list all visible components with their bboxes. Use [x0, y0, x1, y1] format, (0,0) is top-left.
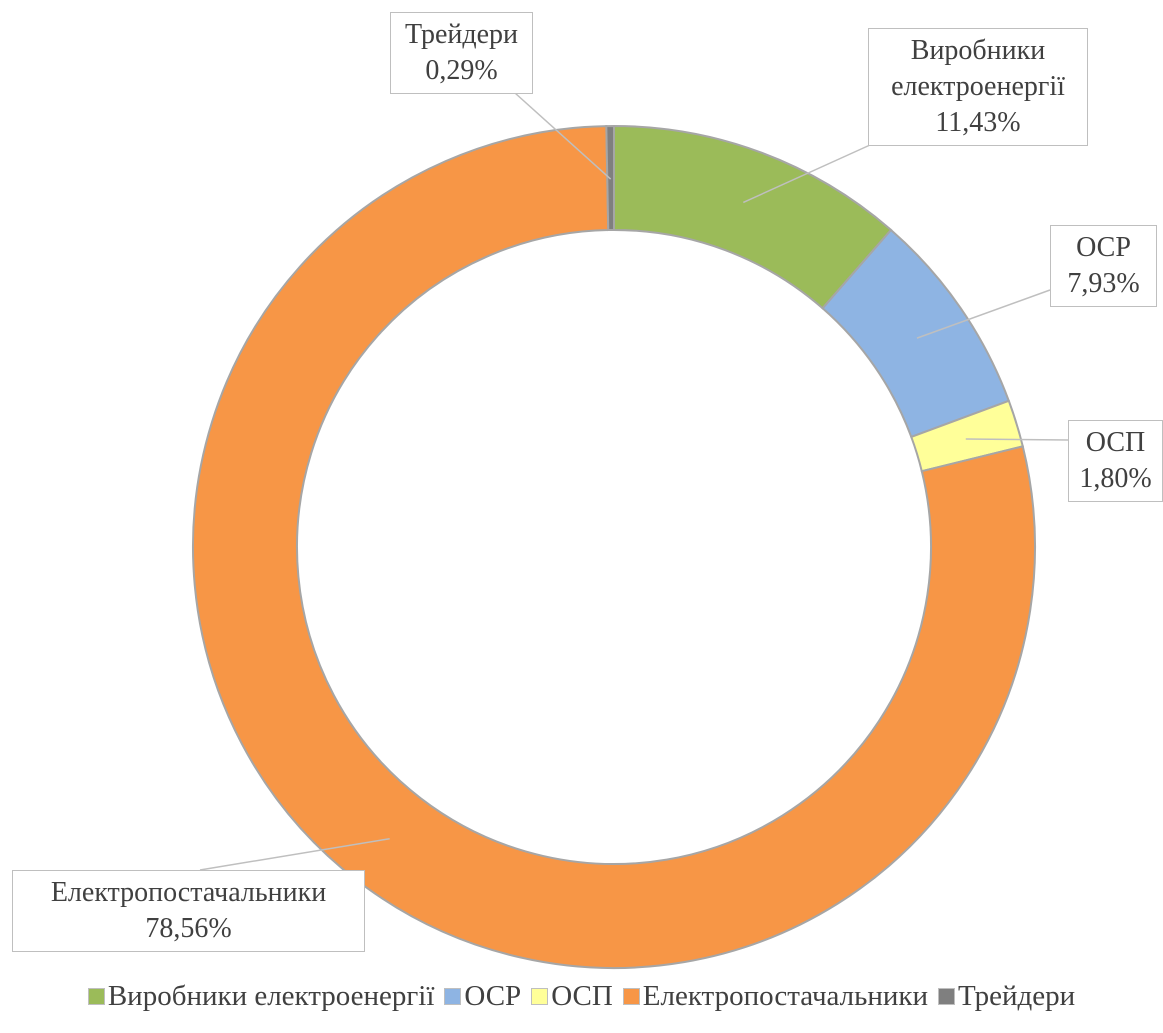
legend-swatch [622, 988, 640, 1005]
leader-line [199, 837, 390, 871]
leader-line [965, 438, 1069, 441]
leader-line [742, 144, 871, 204]
data-label: ОСП 1,80% [1068, 420, 1163, 502]
donut-segment [192, 125, 1036, 969]
legend-swatch [938, 988, 955, 1005]
data-label-value: 7,93% [1067, 268, 1140, 299]
legend-swatch [531, 988, 549, 1005]
legend-label: ОСР [464, 980, 522, 1012]
data-label-value: 11,43% [935, 107, 1021, 138]
data-label-value: 0,29% [425, 55, 498, 86]
leader-line [916, 289, 1051, 339]
data-label-category: Трейдери [404, 19, 519, 50]
legend-swatch [87, 988, 105, 1005]
legend-item: ОСР [444, 980, 521, 1013]
data-label-category: Електропостачальники [50, 877, 327, 908]
data-label: Виробники електроенергії 11,43% [868, 28, 1088, 146]
data-label-value: 78,56% [145, 913, 232, 944]
legend: Виробники електроенергії ОСР ОСП Електропос… [0, 980, 1163, 1013]
legend-label: ОСП [551, 980, 613, 1012]
data-label-value: 1,80% [1079, 463, 1152, 494]
data-label: Трейдери 0,29% [390, 12, 533, 94]
legend-label: Виробники електроенергії [107, 980, 435, 1012]
data-label-category: Виробники електроенергії [891, 35, 1065, 102]
data-label-category: ОСП [1085, 427, 1146, 458]
legend-item: ОСП [531, 980, 613, 1013]
legend-item: Виробники електроенергії [87, 980, 435, 1013]
data-label: Електропостачальники 78,56% [12, 870, 365, 952]
leader-line [514, 92, 612, 180]
legend-item: Електропостачальники [622, 980, 928, 1013]
legend-swatch [444, 988, 462, 1005]
data-label-category: ОСР [1076, 232, 1131, 263]
data-label: ОСР 7,93% [1050, 225, 1157, 307]
legend-label: Трейдери [958, 980, 1076, 1012]
legend-label: Електропостачальники [642, 980, 928, 1012]
legend-item: Трейдери [938, 980, 1075, 1013]
